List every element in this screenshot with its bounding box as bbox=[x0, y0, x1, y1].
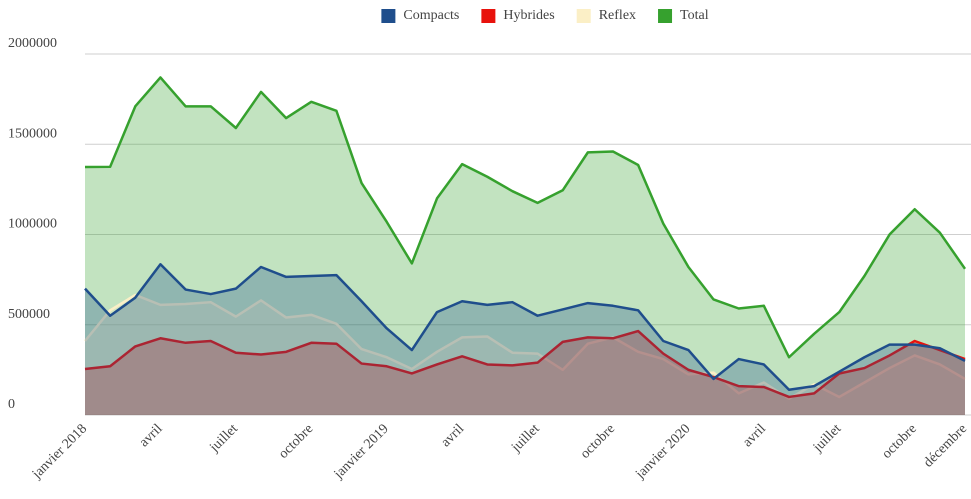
x-tick-label: avril bbox=[740, 421, 769, 450]
line bbox=[84, 293, 966, 401]
area bbox=[85, 331, 965, 415]
legend-swatch bbox=[481, 9, 496, 23]
legend-swatch bbox=[576, 9, 591, 23]
legend-item: Hybrides bbox=[481, 8, 555, 23]
x-tick-label: octobre bbox=[578, 421, 618, 461]
legend-item: Compacts bbox=[381, 8, 459, 23]
legend-swatch bbox=[381, 9, 396, 23]
x-tick-label: avril bbox=[137, 421, 166, 450]
x-tick-label: janvier 2019 bbox=[331, 421, 392, 482]
y-tick-label: 1000000 bbox=[8, 217, 57, 232]
legend: Compacts Hybrides Reflex Total bbox=[381, 8, 709, 23]
legend-label: Total bbox=[680, 8, 709, 23]
x-tick-label: juillet bbox=[508, 421, 542, 455]
legend-label: Compacts bbox=[403, 8, 459, 23]
y-tick-label: 500000 bbox=[8, 307, 50, 322]
x-tick-label: avril bbox=[438, 421, 467, 450]
y-tick-label: 2000000 bbox=[8, 36, 57, 51]
legend-item: Total bbox=[658, 8, 709, 23]
x-tick-label: octobre bbox=[276, 421, 316, 461]
area bbox=[85, 264, 965, 415]
line bbox=[84, 329, 966, 399]
x-tick-label: juillet bbox=[810, 421, 844, 455]
area bbox=[85, 77, 965, 415]
line bbox=[84, 263, 966, 391]
x-tick-label: janvier 2018 bbox=[29, 421, 90, 482]
area bbox=[85, 294, 965, 415]
x-tick-label: décembre bbox=[921, 421, 970, 470]
legend-label: Hybrides bbox=[503, 8, 554, 23]
legend-label: Reflex bbox=[599, 8, 636, 23]
legend-swatch bbox=[658, 9, 673, 23]
x-tick-label: octobre bbox=[880, 421, 920, 461]
y-tick-label: 1500000 bbox=[8, 126, 57, 141]
y-tick-label: 0 bbox=[8, 397, 15, 412]
line bbox=[84, 76, 967, 359]
legend-item: Reflex bbox=[576, 8, 636, 23]
x-tick-label: janvier 2020 bbox=[632, 421, 693, 482]
x-tick-label: juillet bbox=[207, 421, 241, 455]
